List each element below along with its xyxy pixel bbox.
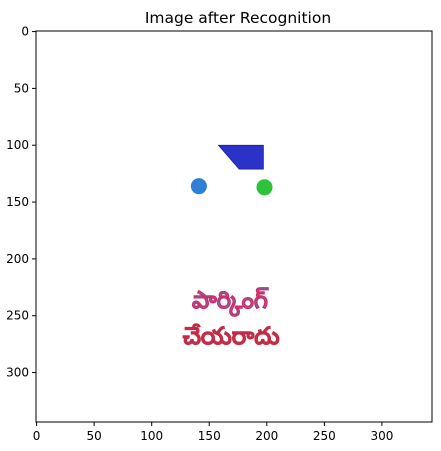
y-tick-label: 50: [14, 81, 29, 95]
image-objects: పార్కింగ్ చేయరాదు: [182, 144, 280, 350]
x-tick-label: 0: [33, 429, 41, 443]
y-tick-label: 250: [6, 309, 29, 323]
x-tick-label: 300: [370, 429, 393, 443]
y-axis: 0 50 100 150 200 250 300: [6, 25, 36, 380]
x-tick-label: 50: [86, 429, 101, 443]
blue-trapezoid: [217, 144, 264, 170]
chart-title: Image after Recognition: [145, 9, 331, 27]
x-tick-label: 250: [313, 429, 336, 443]
y-tick-label: 200: [6, 252, 29, 266]
y-tick-label: 150: [6, 195, 29, 209]
green-dot: [256, 179, 273, 196]
y-tick-label: 300: [6, 366, 29, 380]
x-axis: 0 50 100 150 200 250 300: [33, 422, 393, 443]
x-tick-label: 150: [198, 429, 221, 443]
plot-area: [35, 30, 433, 423]
text-line-2: చేయరాదు: [183, 322, 280, 350]
x-tick-label: 100: [140, 429, 163, 443]
y-tick-label: 100: [6, 138, 29, 152]
y-tick-label: 0: [21, 25, 29, 39]
text-line-1: పార్కింగ్: [192, 286, 269, 317]
x-tick-label: 200: [255, 429, 278, 443]
blue-dot: [190, 178, 207, 195]
